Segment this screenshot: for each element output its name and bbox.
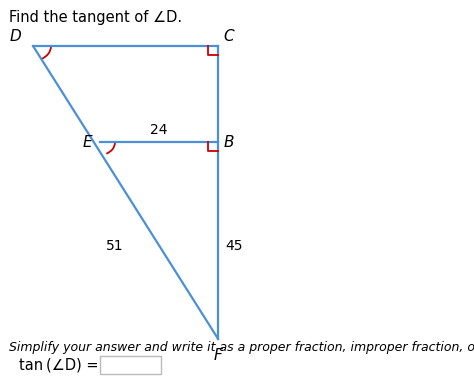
Text: Find the tangent of ∠D.: Find the tangent of ∠D. bbox=[9, 10, 182, 25]
Text: tan (∠D) =: tan (∠D) = bbox=[19, 358, 99, 372]
Text: E: E bbox=[83, 135, 92, 150]
Text: 51: 51 bbox=[106, 239, 123, 253]
Text: B: B bbox=[224, 135, 234, 150]
Text: F: F bbox=[214, 348, 222, 363]
Text: 45: 45 bbox=[225, 239, 243, 253]
Text: Simplify your answer and write it as a proper fraction, improper fraction, or wh: Simplify your answer and write it as a p… bbox=[9, 341, 474, 354]
Text: D: D bbox=[9, 29, 21, 44]
Text: 24: 24 bbox=[150, 123, 167, 137]
FancyBboxPatch shape bbox=[100, 356, 161, 374]
Text: C: C bbox=[224, 29, 234, 44]
